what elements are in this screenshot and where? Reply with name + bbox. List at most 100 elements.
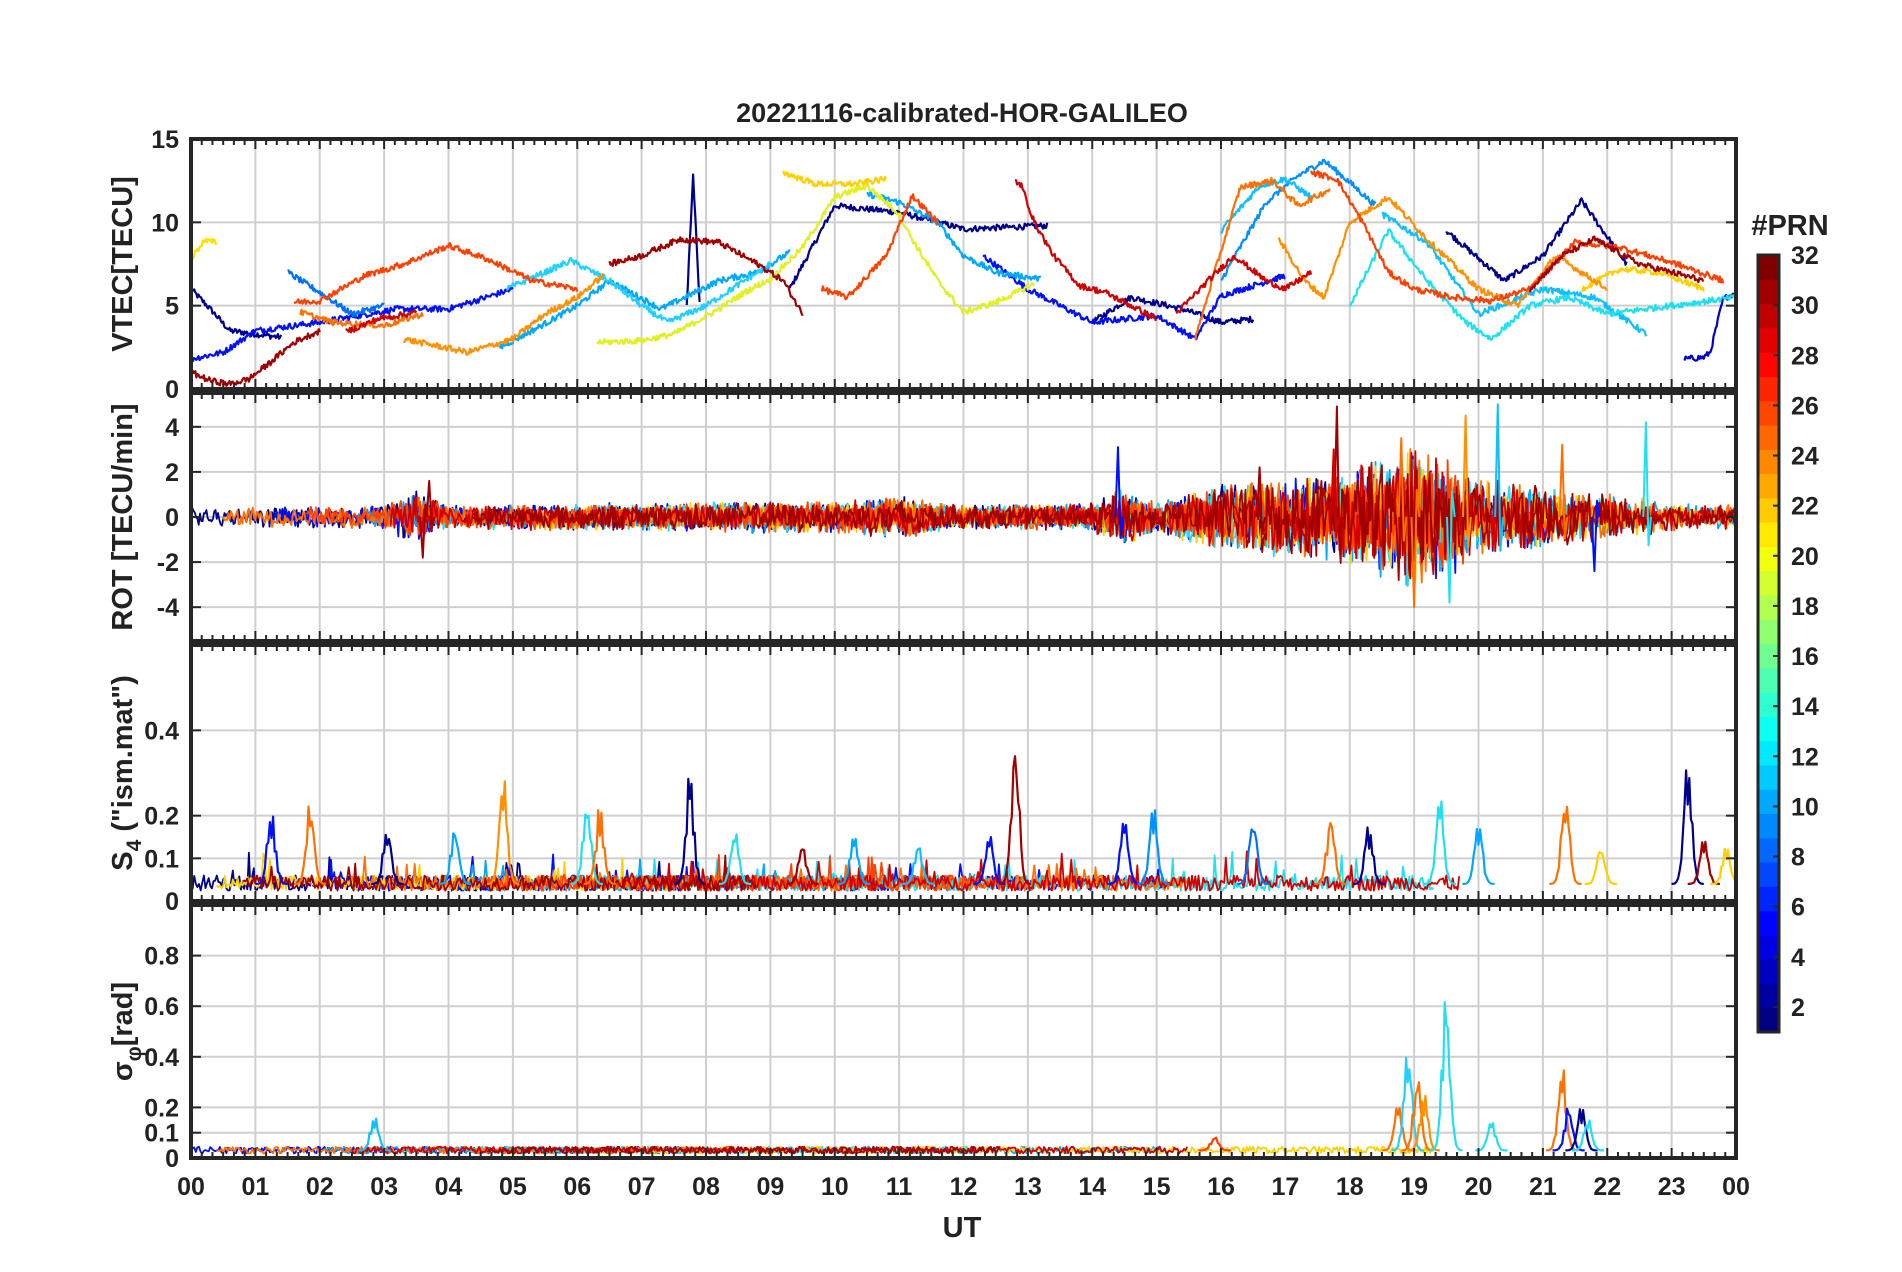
colorbar-tick-label: 24 (1791, 443, 1819, 471)
colorbar-segment (1758, 692, 1779, 717)
xtick-label: 03 (370, 1173, 398, 1201)
xtick-label: 04 (435, 1173, 463, 1201)
colorbar-segment (1758, 497, 1779, 523)
s4-peak (1462, 827, 1495, 885)
s4-series-8 (242, 854, 757, 892)
s4-y-axis-label: S4 ("ism.mat") (107, 675, 146, 871)
s4-peak (1423, 800, 1457, 885)
s4-peak (673, 777, 707, 885)
xtick-label: 18 (1336, 1173, 1364, 1201)
sigma_phi-grid (191, 905, 1736, 1158)
vtec-series-prn-29 (1175, 254, 1313, 314)
vtec-series-prn-9 (498, 249, 791, 350)
panel-vtec: 0 5 10 15 VTEC[TECU] (107, 126, 1738, 404)
vtec-ytick-label: 5 (165, 293, 179, 321)
s4-peak (838, 837, 871, 885)
x-axis-label: UT (943, 1212, 982, 1244)
s4-peak (1549, 805, 1582, 885)
colorbar-segment (1758, 643, 1779, 669)
s4-peak (718, 833, 752, 885)
sigma_phi-peak (1430, 1001, 1463, 1152)
sigma_phi-peak (1475, 1122, 1508, 1152)
s4-data (191, 755, 1736, 892)
s4-peak (1671, 769, 1704, 885)
colorbar-segment (1758, 522, 1779, 547)
s4-peak (1108, 822, 1141, 885)
sigma_phi-ytick-label: 0.1 (144, 1120, 179, 1148)
panel-s4: 0 0.1 0.2 0.4S4 ("ism.mat") (107, 643, 1738, 916)
sigma_phi-series-6 (486, 1145, 1001, 1155)
vtec-series-prn-26 (820, 193, 939, 301)
xtick-label: 23 (1658, 1173, 1686, 1201)
colorbar-segment (1758, 279, 1779, 305)
vtec-series-prn-1 (685, 173, 701, 306)
figure-title: 20221116-calibrated-HOR-GALILEO (736, 98, 1188, 128)
colorbar-tick-label: 18 (1791, 593, 1819, 621)
s4-peak (293, 805, 327, 885)
vtec-series-prn-31 (191, 328, 321, 387)
rot-spike (1462, 414, 1472, 549)
s4-peak (1710, 847, 1736, 885)
xtick-label: 02 (306, 1173, 334, 1201)
rot-spike (1114, 446, 1125, 539)
vtec-data (191, 158, 1736, 387)
vtec-series-prn-7 (287, 269, 385, 318)
vtec-x-ticks (190, 138, 1737, 390)
vtec-series-prn-23 (403, 272, 605, 356)
panel-sigma_phi: 00.10.2 0.4 0.6 0.8 σφ[rad] (107, 903, 1738, 1173)
vtec-grid (191, 139, 1736, 389)
sigma_phi-x-ticks (190, 905, 1737, 1159)
colorbar-segment (1758, 546, 1779, 572)
s4-peak (902, 847, 935, 885)
sigma_phi-peak (1565, 1108, 1598, 1152)
colorbar-segment (1758, 764, 1779, 790)
rot-spike (419, 503, 429, 559)
rot-ytick-label: 2 (165, 459, 179, 487)
vtec-y-axis-label: VTEC[TECU] (107, 176, 139, 352)
sigma_phi-peak (1198, 1136, 1231, 1152)
sigma_phi-ytick-label: 0.6 (144, 993, 179, 1021)
colorbar-segment (1758, 327, 1779, 353)
rot-spike (1494, 403, 1504, 552)
vtec-series-prn-3 (982, 254, 1286, 341)
vtec-series-prn-12 (1348, 228, 1736, 341)
rot-series-8 (473, 464, 1736, 581)
colorbar-segment (1758, 716, 1779, 742)
colorbar-tick-label: 16 (1791, 643, 1819, 671)
colorbar-segment (1758, 619, 1779, 645)
rot-spike (1590, 499, 1601, 573)
colorbar-segment (1758, 400, 1779, 426)
colorbar-segment (1758, 934, 1779, 960)
colorbar-tick-label: 2 (1791, 994, 1805, 1022)
rot-spike (425, 479, 436, 529)
vtec-series-prn-24 (1194, 176, 1331, 340)
s4-peak (1584, 851, 1617, 885)
colorbar-label: #PRN (1751, 210, 1828, 242)
vtec-series-prn-11 (506, 256, 772, 323)
colorbar-segment (1758, 886, 1779, 912)
s4-peak (1237, 828, 1270, 885)
vtec-series-prn-21 (782, 170, 888, 188)
rot-ytick-label: 4 (165, 414, 179, 442)
colorbar-tick-label: 26 (1791, 392, 1819, 420)
s4-peak (1137, 809, 1170, 885)
vtec-series-prn-1 (191, 287, 283, 340)
s4-peak (1353, 826, 1386, 885)
s4-peak (786, 848, 819, 885)
xtick-label: 22 (1593, 1173, 1621, 1201)
vtec-series-prn-1 (1091, 295, 1255, 325)
xtick-label: 13 (1014, 1173, 1042, 1201)
s4-ytick-label: 0 (165, 888, 179, 916)
rot-x-ticks (190, 393, 1737, 641)
s4-peak (487, 780, 520, 885)
colorbar-segment (1758, 594, 1779, 620)
sigma_phi-ytick-label: 0.4 (144, 1044, 179, 1072)
xtick-label: 15 (1143, 1173, 1171, 1201)
xtick-label: 17 (1271, 1173, 1299, 1201)
sigma_phi-peak (358, 1117, 391, 1152)
colorbar-segment (1758, 837, 1779, 863)
sigma_phi-peak (1571, 1119, 1604, 1152)
